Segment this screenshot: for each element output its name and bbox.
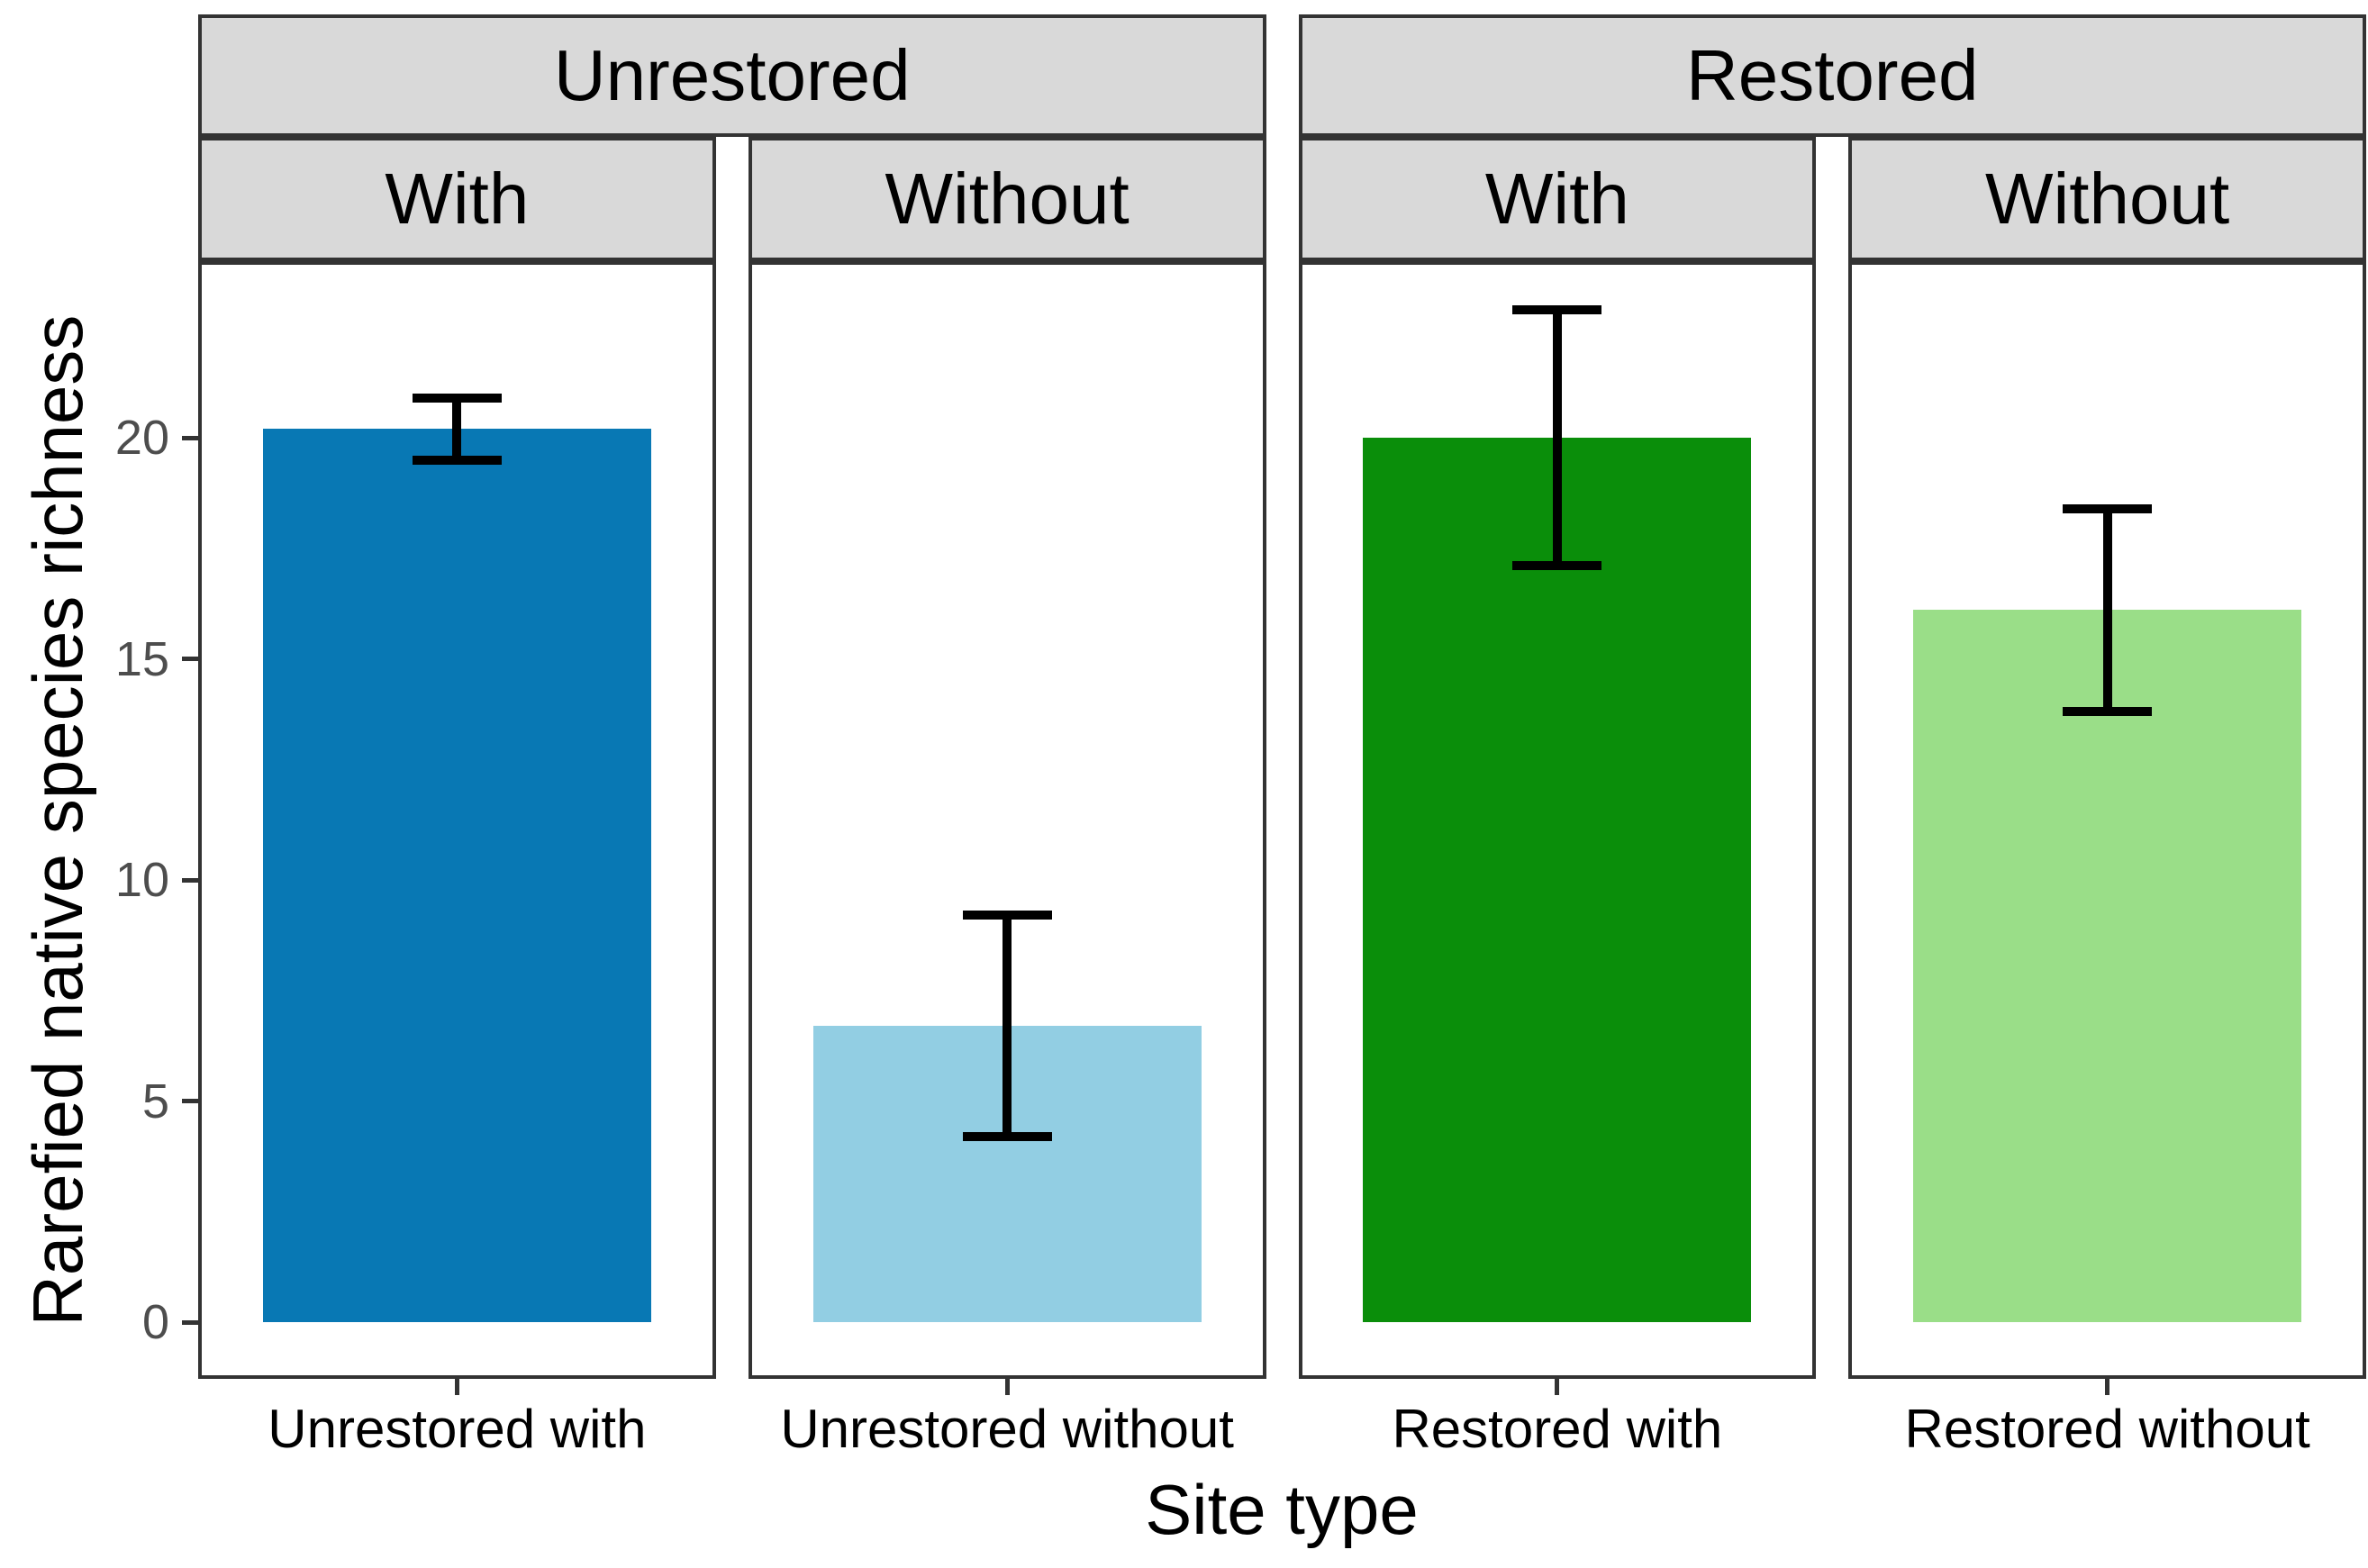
errorbar-cap-top — [412, 393, 502, 403]
facet-inner-strip: Without — [748, 137, 1266, 261]
errorbar-cap-bottom — [2063, 707, 2153, 717]
facet-panel — [1848, 261, 2366, 1379]
y-tick — [182, 877, 198, 883]
y-tick — [182, 657, 198, 661]
y-tick-label: 15 — [114, 631, 169, 686]
errorbar-stem — [1003, 915, 1012, 1137]
facet-panel — [198, 261, 716, 1379]
x-tick — [1004, 1379, 1010, 1395]
y-tick-label: 10 — [114, 853, 169, 907]
x-axis-title: Site type — [1145, 1470, 1419, 1549]
x-tick — [2105, 1379, 2110, 1395]
errorbar-stem — [452, 397, 462, 460]
y-tick-label: 5 — [141, 1074, 169, 1128]
facet-inner-strip: With — [1298, 137, 1817, 261]
y-axis-title: Rarefied native species richness — [18, 314, 97, 1327]
facet-panel — [748, 261, 1266, 1379]
errorbar-stem — [1552, 309, 1562, 566]
x-tick — [454, 1379, 459, 1395]
y-tick — [182, 435, 198, 440]
facet-panel — [1298, 261, 1817, 1379]
bar — [1913, 610, 2302, 1322]
x-tick-label: Restored with — [1392, 1399, 1723, 1459]
errorbar-cap-bottom — [1512, 561, 1602, 571]
y-tick-label: 20 — [114, 411, 169, 465]
y-tick-label: 0 — [141, 1295, 169, 1349]
x-tick — [1555, 1379, 1560, 1395]
errorbar-cap-top — [1512, 304, 1602, 314]
facet-inner-strip: With — [198, 137, 716, 261]
errorbar-stem — [2102, 508, 2112, 712]
facet-outer-strip: Unrestored — [198, 14, 1266, 137]
facet-inner-strip: Without — [1848, 137, 2366, 261]
errorbar-cap-top — [962, 911, 1052, 920]
errorbar-cap-bottom — [412, 455, 502, 465]
bar — [1363, 438, 1752, 1322]
x-tick-label: Unrestored with — [268, 1399, 647, 1459]
x-tick-label: Restored without — [1904, 1399, 2310, 1459]
bar — [262, 429, 651, 1322]
errorbar-cap-bottom — [962, 1131, 1052, 1141]
y-tick — [182, 1319, 198, 1325]
facet-outer-strip: Restored — [1298, 14, 2366, 137]
errorbar-cap-top — [2063, 503, 2153, 513]
x-tick-label: Unrestored without — [780, 1399, 1234, 1459]
y-tick — [182, 1099, 198, 1103]
